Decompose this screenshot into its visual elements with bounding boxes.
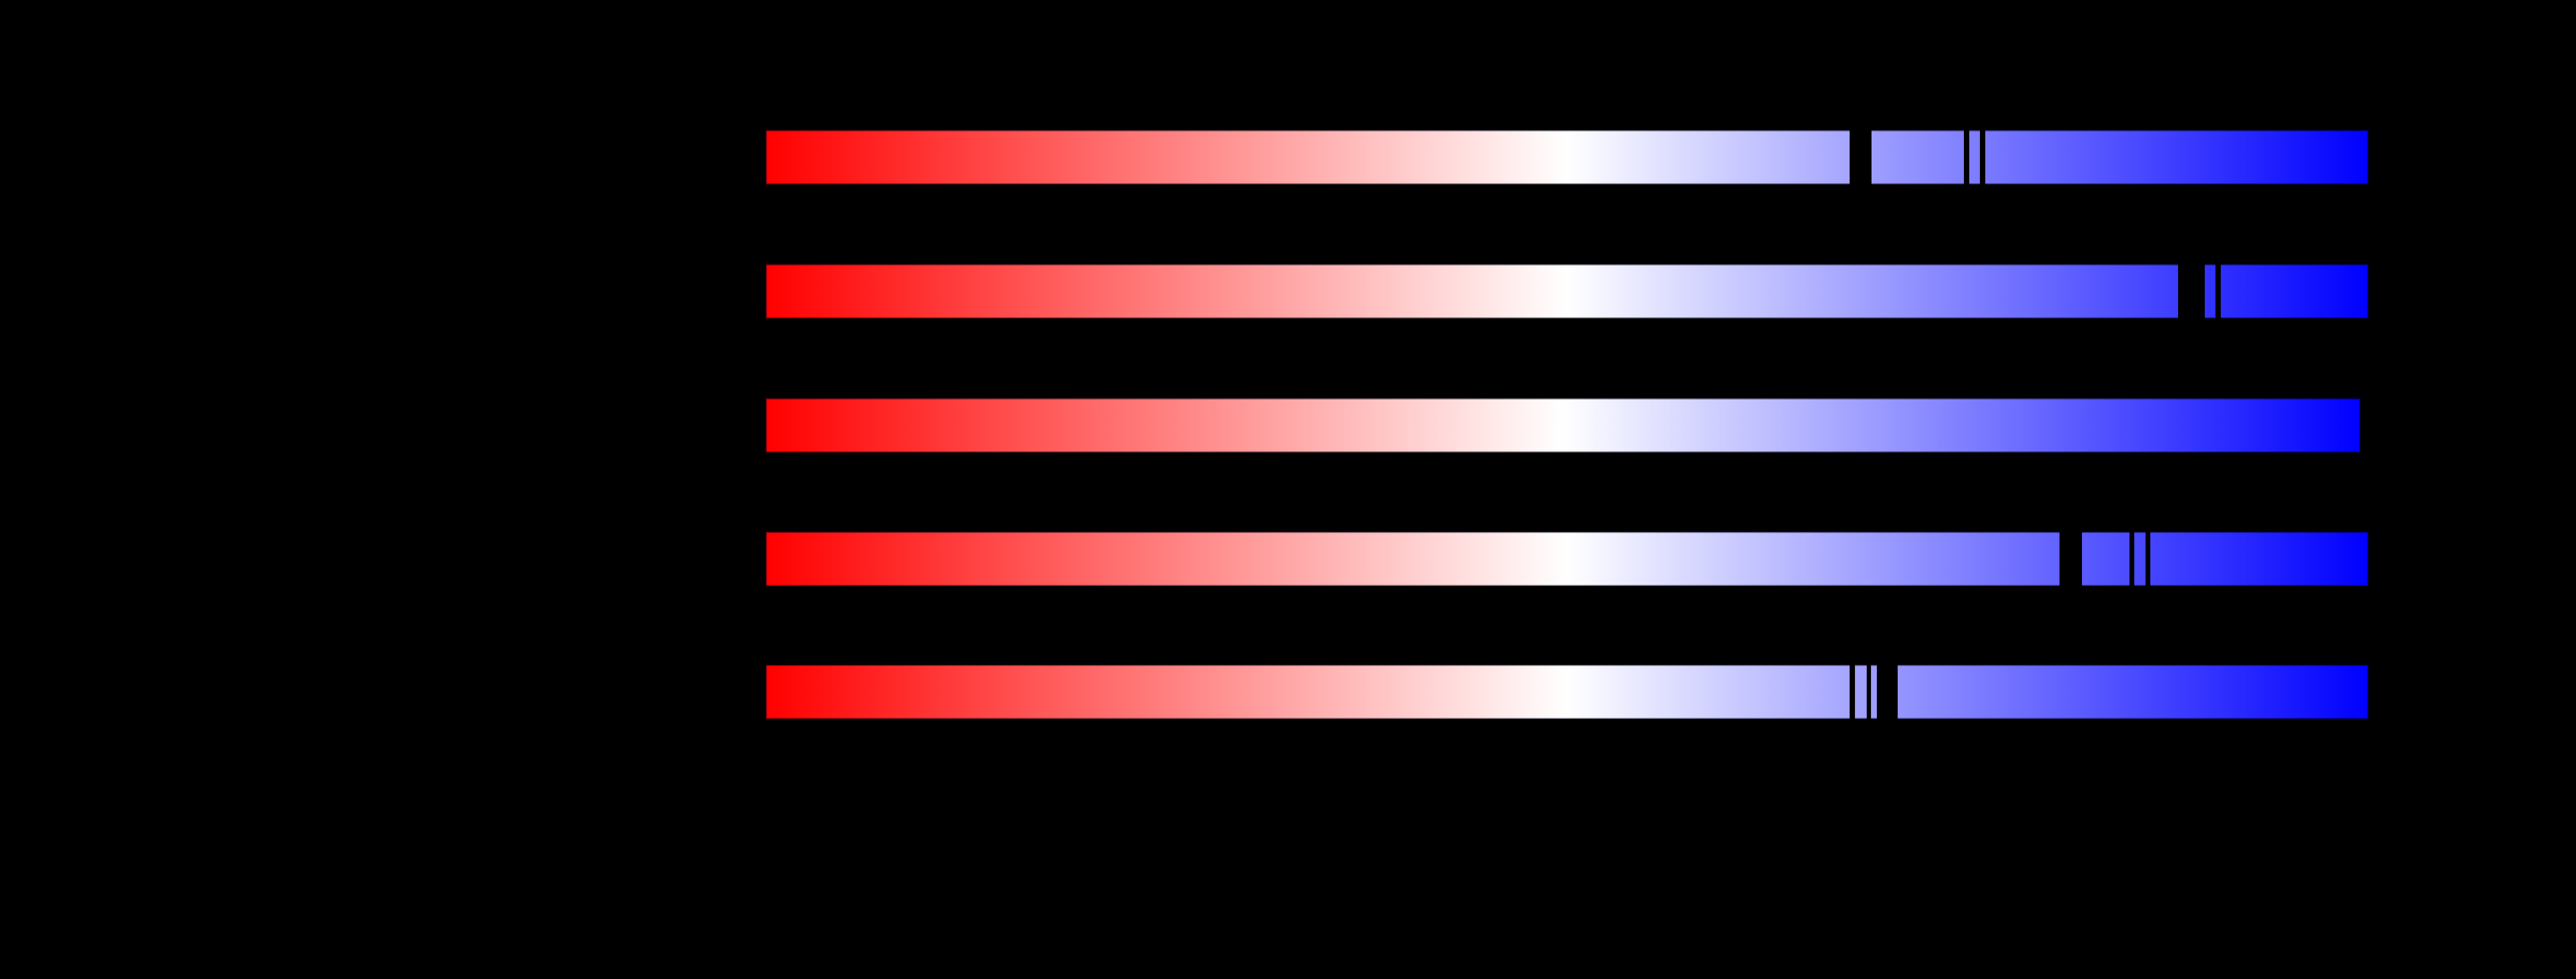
gradient-bar-2 [766, 264, 2368, 318]
break-marker [1964, 130, 1969, 184]
gradient-bar-1 [766, 130, 2368, 184]
gradient-bar-3 [766, 398, 2360, 452]
break-marker [1850, 130, 1872, 184]
break-marker [1867, 665, 1871, 719]
break-marker [1877, 665, 1898, 719]
gradient-bar-4 [766, 532, 2368, 586]
break-marker [1980, 130, 1985, 184]
break-marker [2146, 532, 2150, 586]
break-marker [2215, 264, 2221, 318]
break-marker [2129, 532, 2134, 586]
break-marker [1850, 665, 1855, 719]
break-marker [2178, 264, 2205, 318]
break-marker [2060, 532, 2082, 586]
gradient-bar-5 [766, 665, 2368, 719]
